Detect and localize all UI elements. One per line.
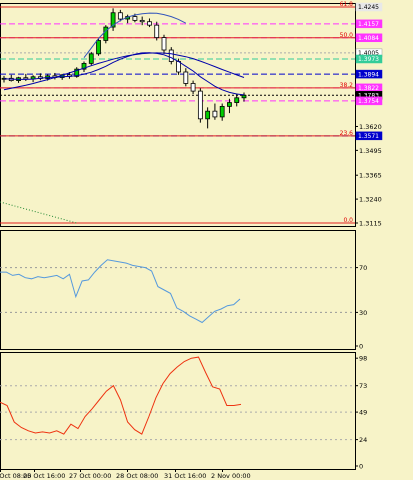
candle-body (212, 110, 218, 118)
panel-frame-o2 (0, 352, 356, 470)
candle-body (161, 37, 167, 51)
dotted-trend-line (0, 201, 77, 224)
candle-body (96, 40, 101, 55)
price-tag (355, 96, 383, 106)
price-tag-label: 1.4245 (358, 4, 379, 11)
price-axis-label: 1.3240 (359, 196, 382, 204)
candle-body (147, 21, 152, 26)
candle-body (88, 53, 94, 64)
price-tag-label: 1.3571 (358, 133, 379, 140)
price-tag-label: 1.4157 (358, 21, 379, 28)
candle-body (176, 61, 181, 73)
time-axis-label: 24 Oct 08:00 (0, 472, 31, 480)
time-axis-label: 25 Oct 16:00 (23, 472, 65, 480)
moving-average-3 (83, 12, 187, 59)
osc2-axis-label: 98 (359, 355, 367, 363)
candle-body (168, 49, 174, 62)
price-tag (355, 54, 383, 64)
osc1-axis-label: 30 (359, 309, 367, 317)
price-tag-label: 1.4084 (358, 35, 379, 42)
price-tag (355, 19, 383, 29)
candle-body (139, 19, 145, 23)
panel-frame-price (0, 3, 356, 227)
candle-body (103, 26, 109, 41)
osc2-axis-label: 73 (359, 382, 367, 390)
price-axis-label: 1.3495 (359, 147, 382, 155)
time-axis-label: 27 Oct 00:00 (69, 472, 111, 480)
price-tag (355, 2, 383, 12)
price-tag (355, 33, 383, 43)
fib-label: 61.8 (340, 1, 354, 8)
time-axis-label: 31 Oct 16:00 (164, 472, 206, 480)
time-axis-label: 28 Oct 08:00 (116, 472, 158, 480)
candle-body (81, 62, 87, 70)
osc2-axis-label: 49 (359, 409, 367, 417)
osc1-line (0, 259, 241, 324)
price-tag (355, 131, 383, 141)
panel-frame-o1 (0, 230, 356, 350)
moving-average-1 (3, 52, 245, 91)
price-axis-label: 1.3620 (359, 123, 382, 131)
candle-body (241, 94, 247, 99)
osc2-axis-label: 24 (359, 436, 367, 444)
fib-label: 23.6 (340, 130, 354, 137)
candle-body (154, 24, 160, 38)
fib-label: 50.0 (340, 32, 354, 39)
fib-label: 0.0 (343, 217, 353, 224)
candle-body (219, 105, 225, 118)
candle-body (234, 97, 240, 103)
osc1-axis-label: 0 (359, 343, 363, 351)
moving-average-2 (3, 52, 245, 96)
candle-body (205, 110, 211, 120)
candle-body (132, 16, 138, 21)
price-axis-label: 1.3365 (359, 172, 382, 180)
candle-body (190, 83, 196, 92)
candle-body (110, 12, 116, 28)
price-tag-label: 1.3822 (358, 85, 379, 92)
price-tag-label: 1.3894 (358, 71, 379, 78)
time-axis-label: 2 Nov 00:00 (211, 472, 251, 480)
price-tag-label: 1.4005 (358, 50, 379, 57)
price-axis-label: 1.3115 (359, 220, 382, 228)
fib-label: 38.2 (340, 82, 354, 89)
candle-body (74, 68, 80, 77)
candle-body (227, 102, 232, 107)
candle-body (117, 12, 123, 20)
price-tag-label: 1.3783 (358, 93, 379, 100)
price-tag (355, 69, 383, 79)
candle-body (197, 90, 203, 120)
osc2-axis-label: 0 (359, 463, 363, 471)
price-tag-label: 1.3973 (358, 56, 379, 63)
price-tag-label: 1.3754 (358, 98, 379, 105)
osc1-axis-label: 70 (359, 264, 367, 272)
candle-body (183, 71, 189, 84)
osc2-line (0, 356, 242, 435)
